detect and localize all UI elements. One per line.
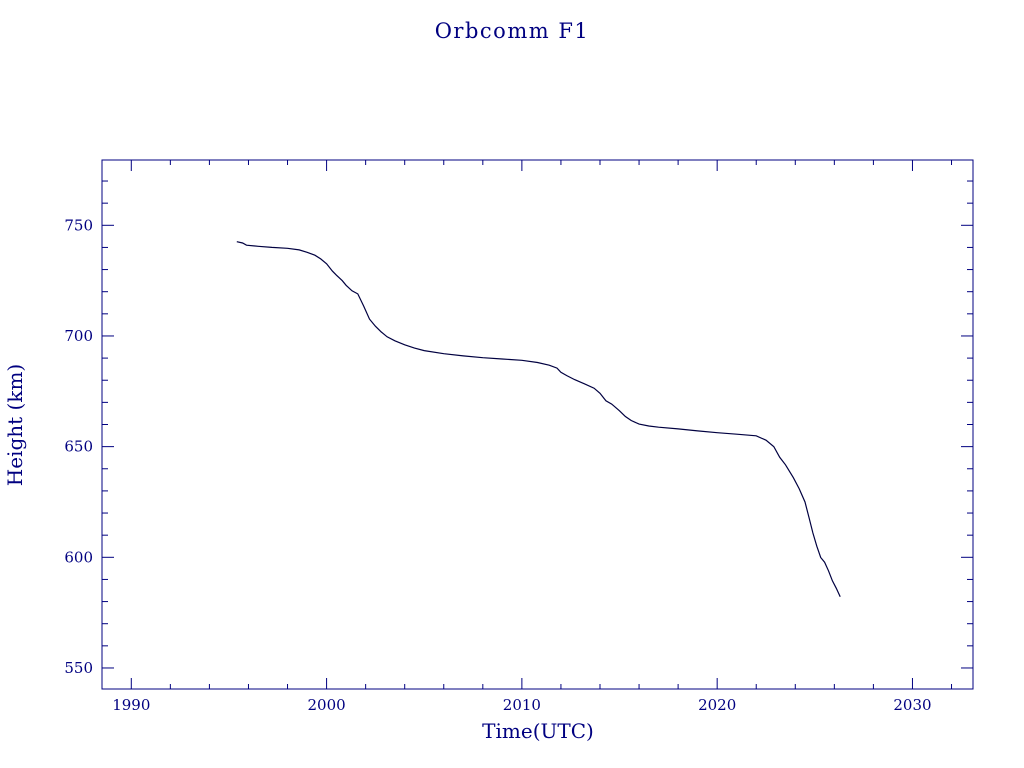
y-tick-label: 650	[64, 438, 93, 456]
chart-title: Orbcomm F1	[435, 19, 590, 43]
x-tick-label: 2010	[503, 696, 541, 714]
tick-labels: 1990 2000 2010 2020 2030 550 600 650 700 750	[64, 216, 931, 714]
plot-frame	[101, 159, 974, 690]
plot-area	[101, 159, 974, 690]
x-axis-label: Time(UTC)	[482, 719, 594, 743]
x-tick-label: 2000	[307, 696, 345, 714]
series-line	[236, 241, 841, 597]
y-tick-label: 550	[64, 659, 93, 677]
y-tick-label: 600	[64, 548, 93, 566]
y-tick-label: 700	[64, 327, 93, 345]
y-tick-label: 750	[64, 216, 93, 234]
x-tick-label: 2020	[698, 696, 736, 714]
y-axis-label: Height (km)	[3, 364, 27, 486]
x-tick-label: 1990	[112, 696, 150, 714]
x-tick-label: 2030	[893, 696, 931, 714]
axis-ticks	[102, 160, 973, 689]
